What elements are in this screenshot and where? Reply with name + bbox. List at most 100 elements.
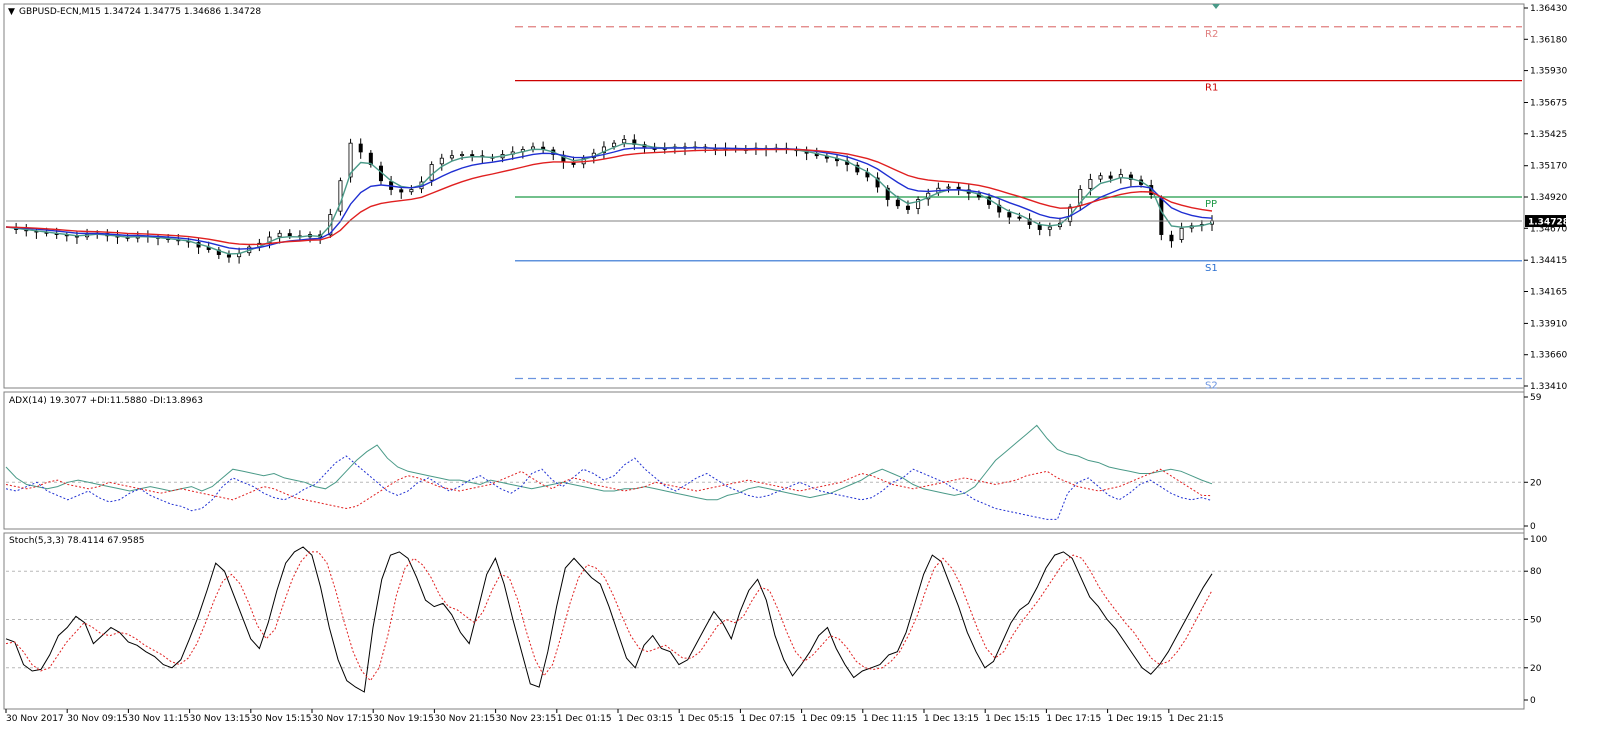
candle-body [226,254,231,258]
adx-axis-label: 59 [1530,393,1542,403]
candle-body [875,177,880,188]
candle-body [1108,175,1113,179]
price-axis-label: 1.33910 [1530,319,1567,329]
candle-body [1047,226,1052,230]
candle-body [267,236,272,244]
pivot-label-pp: PP [1205,199,1217,210]
stoch-axis-label: 80 [1530,567,1542,577]
candle-body [348,142,353,178]
current-price-badge [1525,215,1566,228]
adx-series-adx [5,424,1213,501]
pivot-label-r1: R1 [1205,83,1218,94]
candle-body [449,155,454,159]
time-axis-label: 30 Nov 21:15 [434,714,495,724]
candle-body [1169,234,1174,242]
candle-body [338,180,343,212]
candle-body [1128,174,1133,180]
price-axis-label: 1.34670 [1530,224,1567,234]
stoch-axis: 100 80 50 20 0 [1524,535,1547,706]
pivot-label-s1: S1 [1205,263,1218,274]
candle-body [855,164,860,173]
stoch-axis-label: 20 [1530,664,1542,674]
chart-shift-marker-icon[interactable] [1212,4,1220,9]
current-price-marker: 1.34728 [6,215,1569,228]
time-axis-label: 1 Dec 05:15 [679,714,734,724]
candle-body [916,199,921,209]
main-price-panel[interactable] [3,3,1525,389]
price-axis-label: 1.35425 [1530,130,1567,140]
candle-body [470,154,475,157]
adx-series [5,424,1522,520]
time-axis-label: 1 Dec 21:15 [1169,714,1224,724]
time-axis-label: 30 Nov 15:15 [251,714,312,724]
price-axis-label: 1.34415 [1530,256,1567,266]
time-axis-label: 1 Dec 11:15 [863,714,918,724]
candle-body [1179,227,1184,240]
stoch-axis-label: 0 [1530,696,1536,706]
candle-body [622,139,627,144]
adx-series-di [5,468,1213,510]
candle-body [439,157,444,165]
candle-body [895,199,900,207]
time-axis-label: 1 Dec 13:15 [924,714,979,724]
time-axis-label: 30 Nov 17:15 [312,714,373,724]
adx-axis-label: 20 [1530,478,1542,488]
candle-body [1007,212,1012,218]
time-axis-label: 30 Nov 13:15 [190,714,251,724]
current-price-label: 1.34728 [1528,218,1569,228]
moving-averages [5,142,1213,255]
pivot-levels: R2 R1 PP S1 S2 [515,26,1522,391]
time-axis-label: 1 Dec 19:15 [1108,714,1163,724]
candle-body [885,187,890,200]
candle-body [429,164,434,181]
stoch-series-d [5,551,1213,682]
price-axis-label: 1.33410 [1530,382,1567,392]
symbol-header: GBPUSD-ECN,M15 1.34724 1.34775 1.34686 1… [19,7,261,17]
time-axis-label: 30 Nov 09:15 [67,714,128,724]
candle-body [399,189,404,193]
time-axis-label: 30 Nov 19:15 [373,714,434,724]
time-axis-label: 1 Dec 15:15 [985,714,1040,724]
price-axis-label: 1.36180 [1530,35,1567,45]
stoch-axis-label: 100 [1530,535,1547,545]
price-axis-label: 1.34920 [1530,193,1567,203]
pivot-label-s2: S2 [1205,380,1218,391]
time-axis-label: 1 Dec 07:15 [740,714,795,724]
adx-header: ADX(14) 19.3077 +DI:11.5880 -DI:13.8963 [9,396,203,406]
candle-body [287,233,292,237]
candle-body [1098,175,1103,180]
stoch-panel[interactable] [3,532,1525,710]
candle-body [277,232,282,238]
candle-body [601,146,606,153]
symbol-header-arrow-icon[interactable]: ▼ [8,7,15,17]
pivot-label-r2: R2 [1205,29,1218,40]
price-axis-label: 1.33660 [1530,351,1567,361]
time-axis-label: 30 Nov 2017 [6,714,64,724]
time-axis-label: 1 Dec 01:15 [557,714,612,724]
stoch-series-k [5,546,1213,693]
time-axis-label: 1 Dec 17:15 [1046,714,1101,724]
price-axis-label: 1.35675 [1530,99,1567,109]
candle-body [1027,218,1032,225]
ma-mid-line [5,146,1213,250]
price-axis-label: 1.35170 [1530,162,1567,172]
price-axis-label: 1.35930 [1530,67,1567,77]
adx-panel[interactable] [3,391,1525,530]
time-axis-label: 30 Nov 11:15 [128,714,189,724]
time-axis-label: 1 Dec 03:15 [618,714,673,724]
price-axis-label: 1.34165 [1530,288,1567,298]
candle-body [946,186,951,189]
candle-body [1159,198,1164,235]
candle-body [1017,216,1022,219]
adx-axis-label: 0 [1530,522,1536,532]
candle-body [612,142,617,147]
candle-body [358,143,363,153]
candle-body [1037,224,1042,230]
ma-fast-line [5,142,1213,255]
candle-body [368,152,373,165]
time-axis: 30 Nov 2017 30 Nov 09:15 30 Nov 11:15 30 No… [5,709,1224,724]
price-axis: 1.36430 1.36180 1.35930 1.35675 1.35425 1.351… [1524,4,1567,392]
adx-axis: 59 20 0 [1524,393,1542,532]
stoch-header: Stoch(5,3,3) 78.4114 67.9585 [9,536,144,546]
